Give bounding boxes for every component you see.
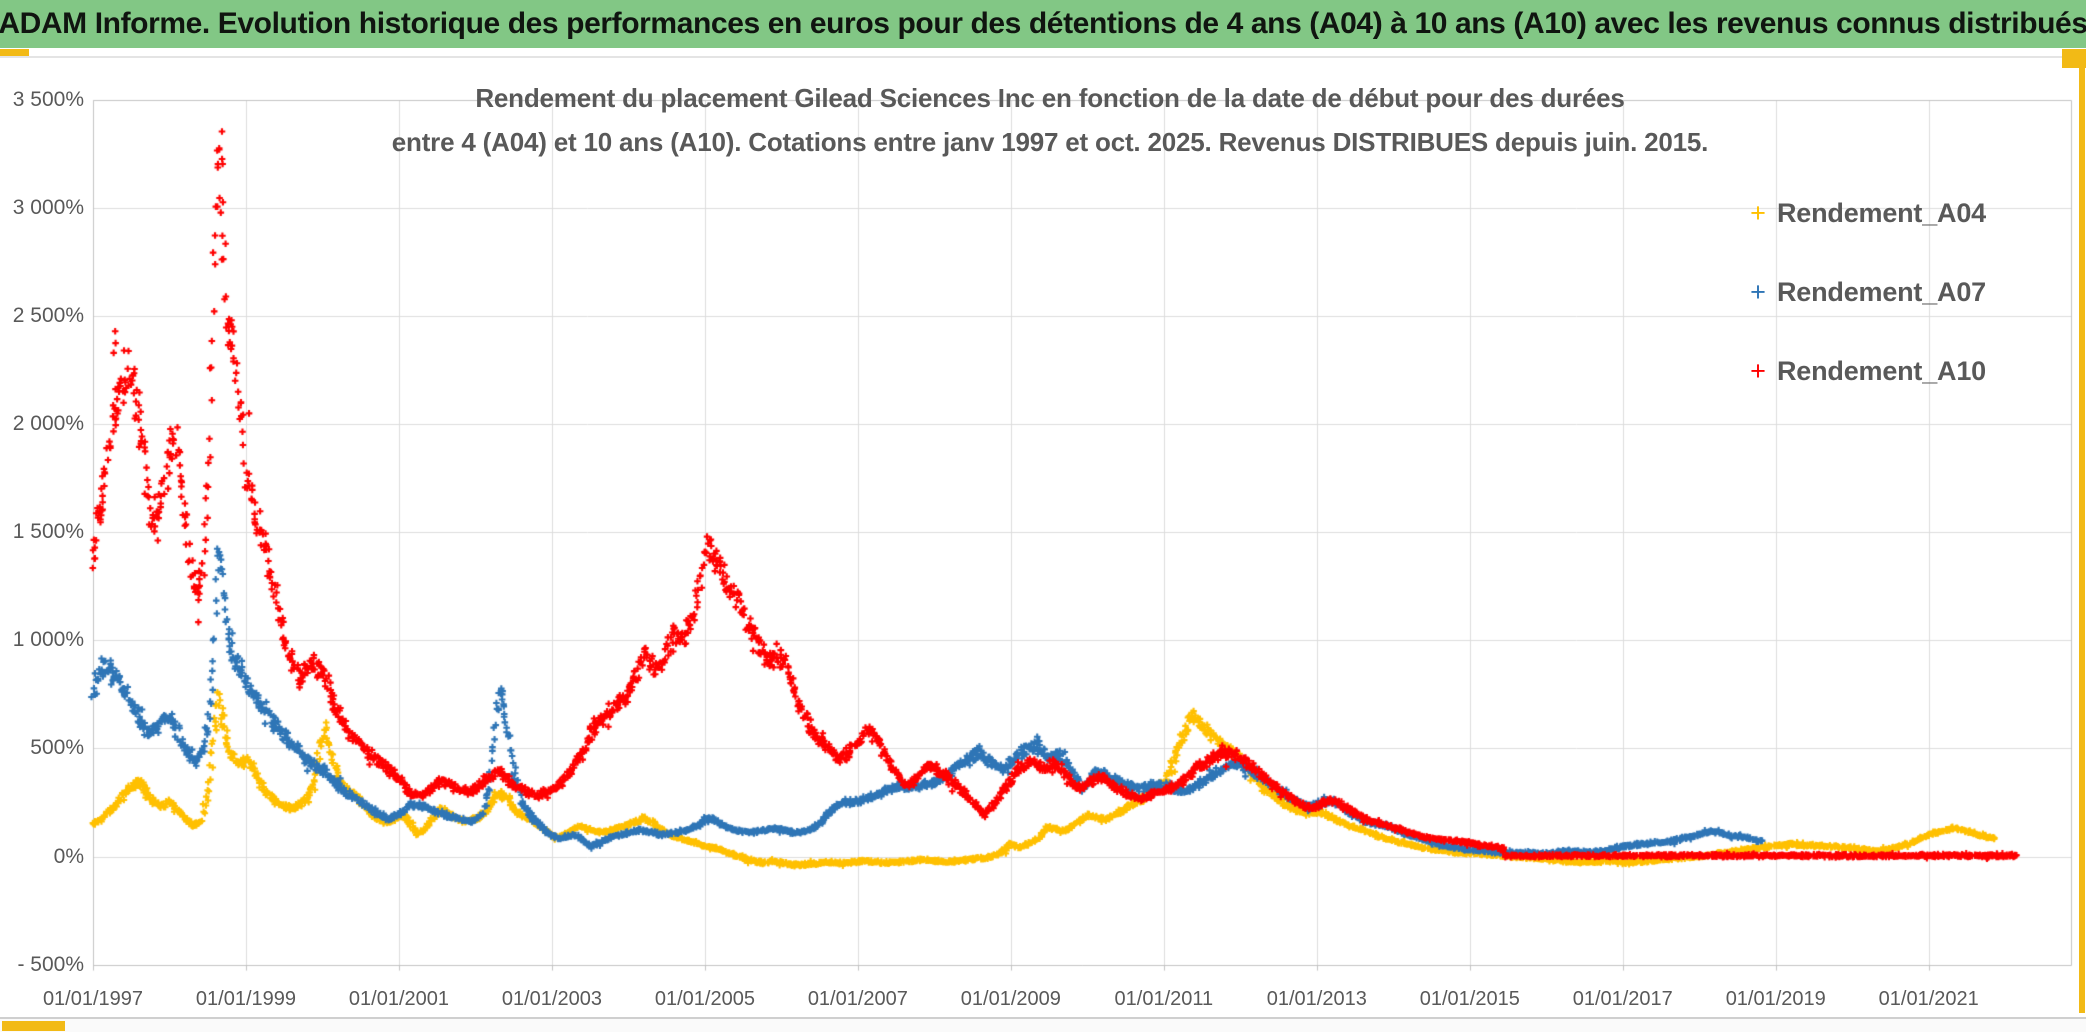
- x-axis-label: 01/01/2013: [1266, 988, 1367, 1010]
- x-axis-label: 01/01/2021: [1878, 988, 1979, 1010]
- y-axis-label: 0%: [53, 844, 84, 868]
- legend-item-a07[interactable]: + Rendement_A07: [1745, 271, 1986, 313]
- chart-title-line1: Rendement du placement Gilead Sciences I…: [475, 83, 1625, 113]
- chart-title-line2: entre 4 (A04) et 10 ans (A10). Cotations…: [391, 127, 1709, 157]
- plus-marker-icon: +: [1750, 276, 1766, 307]
- x-axis-label: 01/01/2003: [501, 988, 602, 1010]
- chart-legend: + Rendement_A04 + Rendement_A07 + Rendem…: [1745, 192, 1986, 429]
- plus-marker-icon: +: [1750, 197, 1766, 228]
- legend-item-a10[interactable]: + Rendement_A10: [1745, 350, 1986, 392]
- x-axis-label: 01/01/2017: [1572, 988, 1673, 1010]
- x-axis-label: 01/01/2011: [1114, 988, 1214, 1010]
- legend-label: Rendement_A10: [1777, 355, 1986, 386]
- y-axis-label: 500%: [30, 736, 84, 760]
- y-axis-label: - 500%: [17, 952, 84, 976]
- x-axis-label: 01/01/2009: [960, 988, 1061, 1010]
- y-axis-label: 1 500%: [12, 520, 84, 544]
- legend-label: Rendement_A07: [1777, 276, 1986, 307]
- y-axis-label: 2 500%: [12, 304, 84, 328]
- y-axis-label: 3 500%: [12, 88, 84, 111]
- x-axis-label: 01/01/2019: [1725, 988, 1826, 1010]
- y-axis-label: 3 000%: [12, 196, 84, 220]
- chart-title: Rendement du placement Gilead Sciences I…: [0, 76, 2086, 164]
- x-axis-label: 01/01/2001: [348, 988, 449, 1010]
- y-axis-label: 2 000%: [12, 412, 84, 436]
- plus-marker-icon: +: [1750, 355, 1766, 386]
- legend-item-a04[interactable]: + Rendement_A04: [1745, 192, 1986, 234]
- x-axis-label: 01/01/2005: [654, 988, 755, 1010]
- x-axis-label: 01/01/1997: [42, 988, 144, 1010]
- x-axis-label: 01/01/1999: [195, 988, 297, 1010]
- legend-label: Rendement_A04: [1777, 197, 1986, 228]
- y-axis-label: 1 000%: [12, 628, 84, 652]
- x-axis-label: 01/01/2007: [807, 988, 908, 1010]
- x-axis-label: 01/01/2015: [1419, 988, 1520, 1010]
